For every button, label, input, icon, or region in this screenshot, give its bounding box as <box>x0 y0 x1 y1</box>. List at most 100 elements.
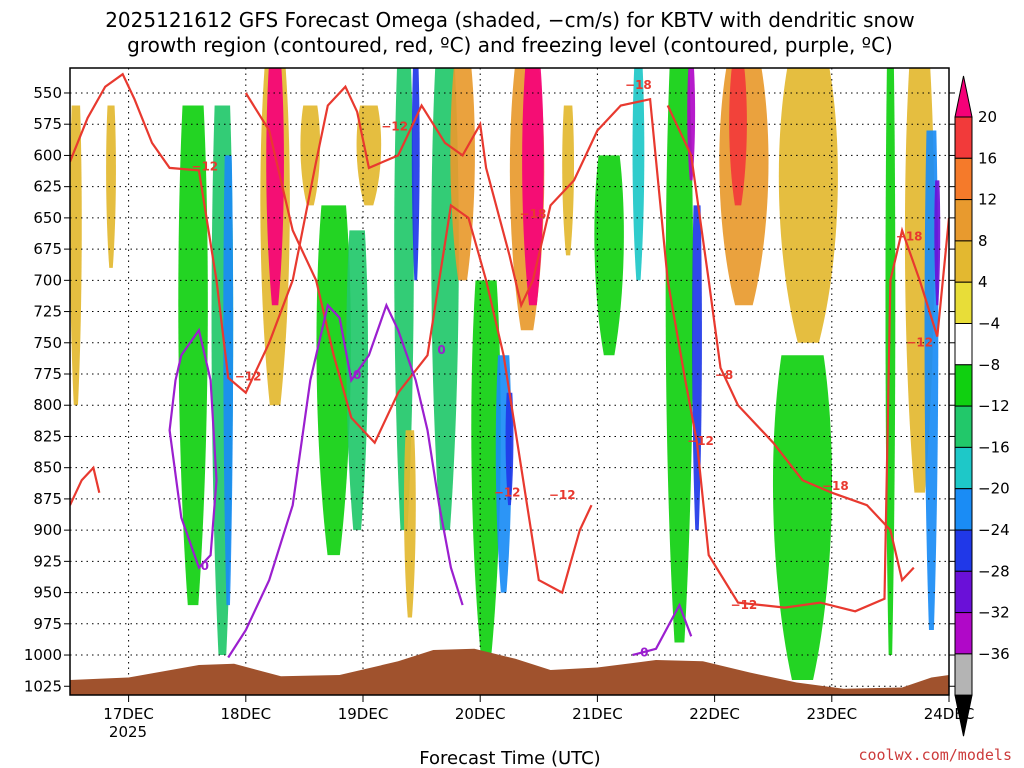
colorbar-swatch-14 <box>954 653 973 696</box>
x-tick-label-20dec: 20DEC <box>455 705 506 723</box>
credit-text: coolwx.com/models <box>858 746 1012 764</box>
terrain-profile <box>70 648 949 695</box>
omega-shading-layer <box>70 68 941 681</box>
colorbar-label-4: 4 <box>978 273 988 291</box>
colorbar-swatch-5 <box>954 281 973 325</box>
omega-region-4 <box>223 155 234 606</box>
omega-region-15 <box>450 68 475 281</box>
dgz-label-red-minus12-b: −12 <box>235 369 262 383</box>
colorbar-swatch-13 <box>954 612 973 655</box>
y-tick-label-725: 725 <box>33 303 62 321</box>
colorbar-label-11: −28 <box>978 562 1010 580</box>
omega-region-1 <box>106 105 116 268</box>
colorbar-swatch-2 <box>954 157 973 201</box>
y-tick-label-750: 750 <box>33 334 62 352</box>
y-tick-label-625: 625 <box>33 178 62 196</box>
freezing-level-contour-2 <box>632 602 693 657</box>
omega-region-2 <box>178 105 208 606</box>
colorbar-swatch-9 <box>954 446 973 490</box>
y-tick-label-1025: 1025 <box>24 677 62 695</box>
dgz-label-red-minus18-a: −18 <box>520 207 547 221</box>
x-axis: 17DEC 18DEC 19DEC 20DEC 21DEC 22DEC 23DEC 24DEC <box>103 695 974 723</box>
terrain-layer <box>70 648 949 695</box>
dgz-label-red-minus8: −8 <box>715 368 733 382</box>
colorbar-label-1: 16 <box>978 149 997 167</box>
dgz-label-red-minus12-f: −12 <box>731 598 758 612</box>
omega-region-31 <box>885 68 896 656</box>
colorbar-bottom-arrow <box>954 694 973 737</box>
omega-region-10 <box>356 105 382 206</box>
colorbar-swatch-11 <box>954 529 973 572</box>
omega-region-30 <box>772 355 833 681</box>
colorbar-swatch-6 <box>954 323 973 366</box>
y-tick-label-850: 850 <box>33 459 62 477</box>
omega-region-13 <box>403 430 416 618</box>
colorbar-swatch-1 <box>954 116 973 159</box>
colorbar-swatch-8 <box>954 405 973 448</box>
colorbar-swatch-12 <box>954 570 973 614</box>
colorbar-label-8: −16 <box>978 438 1010 456</box>
omega-region-6 <box>266 68 284 306</box>
omega-region-28 <box>729 68 747 206</box>
freezing-level-contour-0 <box>168 327 218 570</box>
freezing-level-label-purple-zero-d: 0 <box>640 645 648 659</box>
colorbar-swatch-4 <box>954 240 973 283</box>
contour-labels: −12 −12 −12 −12 −12 −12 −12 −12 −18 −18 −18 −18 −8 0 0… <box>191 78 933 659</box>
colorbar-swatch-7 <box>954 364 973 407</box>
omega-region-23 <box>632 68 645 281</box>
dgz-contour-1 <box>244 92 593 595</box>
omega-region-11 <box>394 68 414 531</box>
x-axis-label: Forecast Time (UTC) <box>419 748 600 768</box>
colorbar-swatch-3 <box>954 199 973 242</box>
dgz-label-red-minus12-d: −12 <box>494 485 521 499</box>
colorbar-label-2: 12 <box>978 191 997 209</box>
x-tick-label-17dec: 17DEC <box>103 705 154 723</box>
colorbar-label-6: −8 <box>978 356 1000 374</box>
omega-region-8 <box>316 205 351 556</box>
gridlines <box>70 68 949 695</box>
plot-frame <box>69 67 950 696</box>
colorbar-label-10: −24 <box>978 521 1010 539</box>
y-tick-label-650: 650 <box>33 209 62 227</box>
colorbar-swatch-10 <box>954 488 973 531</box>
y-tick-label-700: 700 <box>33 271 62 289</box>
colorbar: 20 16 12 8 4 −4 −8 −12 −16 −20 −24 −28 −32 −36 <box>954 75 1010 737</box>
x-tick-label-21dec: 21DEC <box>572 705 623 723</box>
dgz-label-red-minus12-c: −12 <box>381 119 408 133</box>
freezing-level-label-purple-zero-b: 0 <box>353 368 361 382</box>
colorbar-label-13: −36 <box>978 645 1010 663</box>
x-year-label: 2025 <box>109 723 147 741</box>
x-tick-label-18dec: 18DEC <box>221 705 272 723</box>
colorbar-label-0: 20 <box>978 108 997 126</box>
freezing-level-label-purple-zero-a: 0 <box>201 559 209 573</box>
dgz-label-red-minus18-d: −18 <box>625 78 652 92</box>
colorbar-label-9: −20 <box>978 480 1010 498</box>
colorbar-label-5: −4 <box>978 315 1000 333</box>
x-tick-label-23dec: 23DEC <box>807 705 858 723</box>
y-tick-label-675: 675 <box>33 240 62 258</box>
omega-region-34 <box>934 180 941 306</box>
x-tick-label-22dec: 22DEC <box>689 705 740 723</box>
dgz-label-red-minus12-h: −12 <box>549 488 576 502</box>
omega-region-16 <box>471 280 501 656</box>
dgz-label-red-minus12-g: −12 <box>906 336 933 350</box>
omega-region-7 <box>300 105 321 206</box>
omega-region-18 <box>505 392 514 506</box>
omega-region-0 <box>70 105 82 406</box>
freezing-level-label-purple-zero-c: 0 <box>437 343 445 357</box>
y-tick-label-925: 925 <box>33 552 62 570</box>
y-tick-label-550: 550 <box>33 84 62 102</box>
freezing-level-contour-1 <box>227 302 464 659</box>
x-tick-label-19dec: 19DEC <box>338 705 389 723</box>
dgz-contour-0 <box>70 72 949 613</box>
omega-region-29 <box>778 68 838 343</box>
chart-title-line1: 2025121612 GFS Forecast Omega (shaded, −… <box>105 8 915 32</box>
colorbar-label-7: −12 <box>978 397 1010 415</box>
y-tick-label-875: 875 <box>33 490 62 508</box>
dgz-label-red-minus12-a: −12 <box>191 159 218 173</box>
y-tick-label-825: 825 <box>33 427 62 445</box>
omega-region-26 <box>692 205 702 531</box>
dgz-contour-3 <box>70 465 101 506</box>
colorbar-top-arrow <box>954 75 973 118</box>
colorbar-label-12: −32 <box>978 604 1010 622</box>
